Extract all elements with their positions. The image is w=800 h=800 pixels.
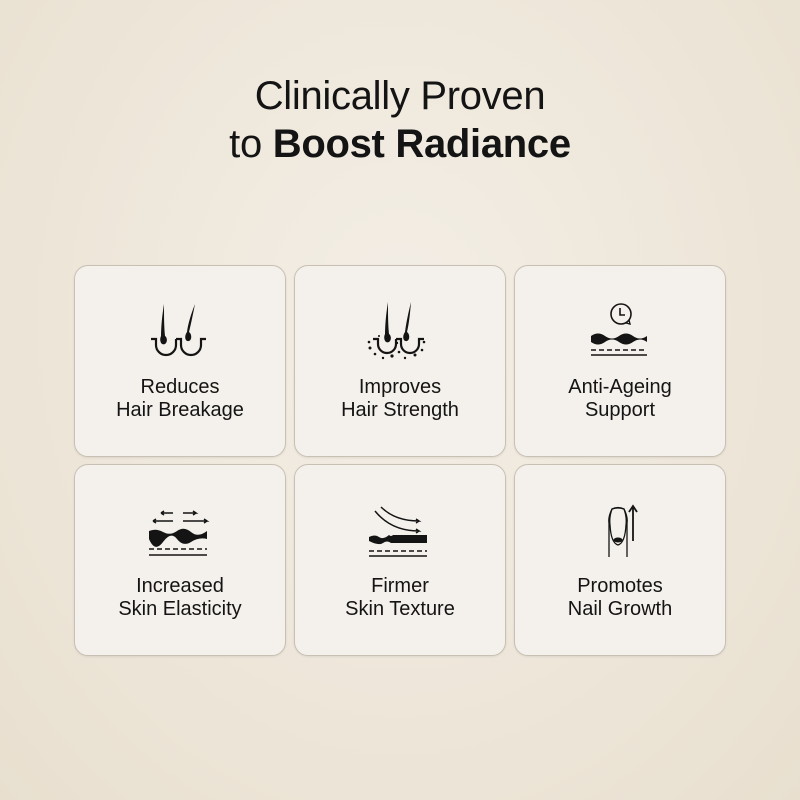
benefit-label: Anti-Ageing Support	[568, 376, 672, 421]
benefit-label: Promotes Nail Growth	[567, 575, 673, 620]
benefit-card-anti-ageing: Anti-Ageing Support	[514, 265, 726, 457]
benefit-label: Firmer Skin Texture	[345, 575, 455, 620]
hair-follicle-nutrients-icon	[367, 302, 426, 360]
skin-stretch-icon	[149, 510, 210, 556]
clock-skin-icon	[591, 303, 647, 356]
benefit-card-skin-elasticity: Increased Skin Elasticity	[74, 464, 286, 656]
benefit-label: Increased Skin Elasticity	[118, 575, 242, 620]
skin-smooth-icon	[369, 506, 427, 557]
benefits-grid: Reduces Hair Breakage Improves Hair Streng…	[74, 265, 726, 656]
title-line-2: to Boost Radiance	[229, 122, 571, 166]
hair-follicle-icon	[151, 304, 206, 357]
benefit-card-skin-texture: Firmer Skin Texture	[294, 464, 506, 656]
benefit-card-hair-strength: Improves Hair Strength	[294, 265, 506, 457]
benefit-label: Reduces Hair Breakage	[116, 376, 244, 421]
title-line-1: Clinically Proven	[254, 74, 546, 118]
nail-growth-icon	[608, 504, 638, 557]
benefit-card-hair-breakage: Reduces Hair Breakage	[74, 265, 286, 457]
benefit-card-nail-growth: Promotes Nail Growth	[514, 464, 726, 656]
benefit-label: Improves Hair Strength	[341, 376, 459, 421]
page-title: Clinically Proven to Boost Radiance	[0, 72, 800, 168]
